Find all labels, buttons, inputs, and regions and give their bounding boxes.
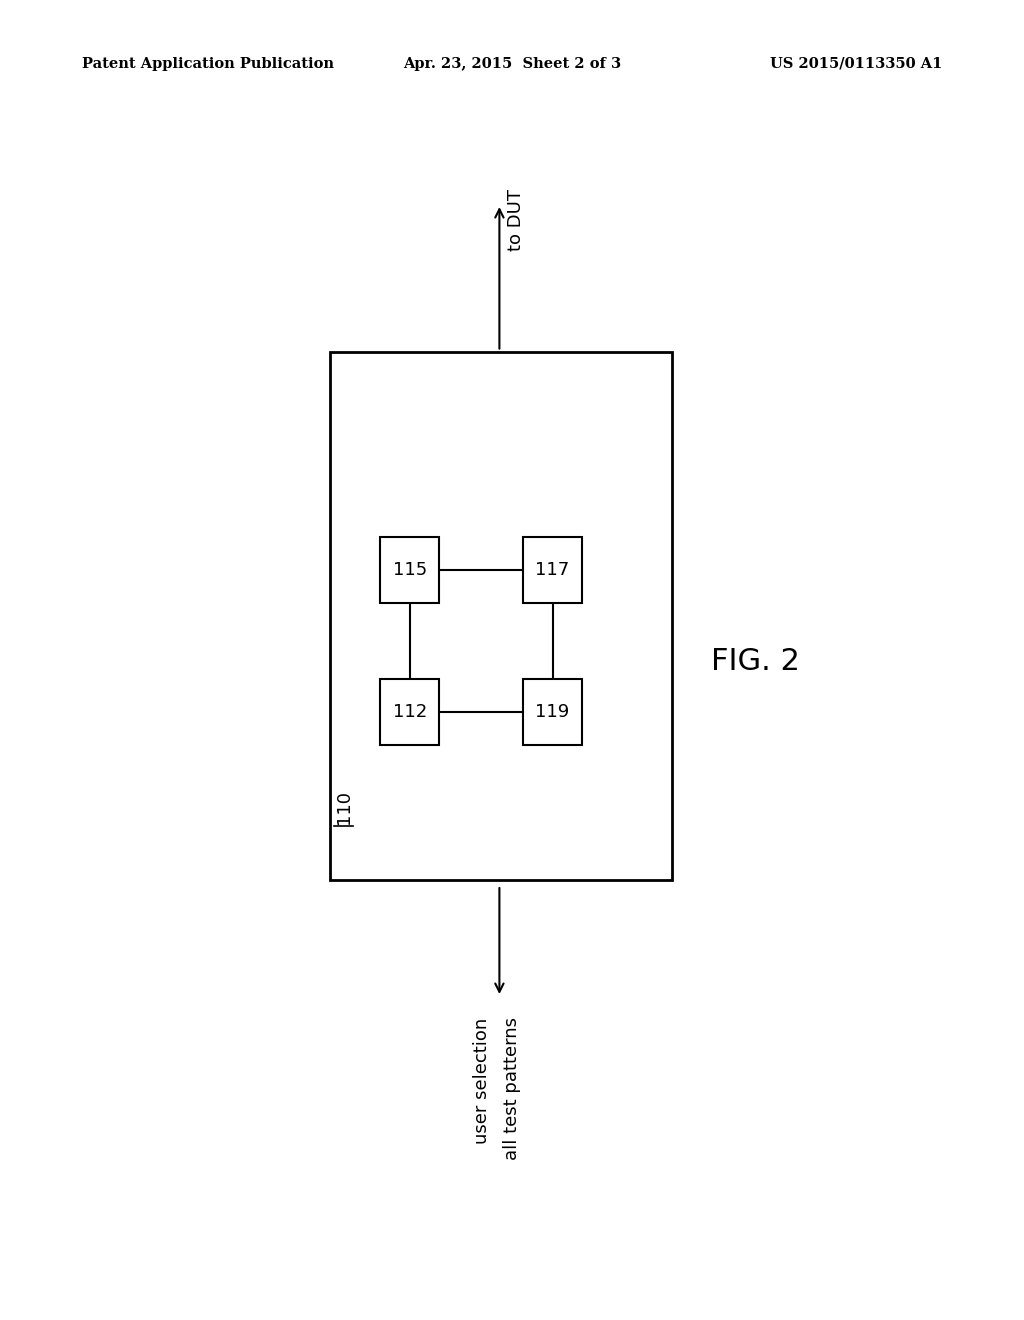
Text: 112: 112 <box>392 704 427 721</box>
Bar <box>523 680 583 746</box>
Bar <box>380 680 439 746</box>
Text: all test patterns: all test patterns <box>504 1018 521 1160</box>
Text: US 2015/0113350 A1: US 2015/0113350 A1 <box>770 57 942 71</box>
Text: to DUT: to DUT <box>507 189 525 251</box>
Text: 117: 117 <box>536 561 569 579</box>
Text: user selection: user selection <box>473 1018 490 1143</box>
Bar <box>380 537 439 603</box>
Text: Patent Application Publication: Patent Application Publication <box>82 57 334 71</box>
Text: 115: 115 <box>392 561 427 579</box>
Text: 119: 119 <box>536 704 569 721</box>
Text: 110: 110 <box>335 791 353 824</box>
Text: Apr. 23, 2015  Sheet 2 of 3: Apr. 23, 2015 Sheet 2 of 3 <box>402 57 622 71</box>
Text: FIG. 2: FIG. 2 <box>711 647 800 676</box>
Bar <box>331 351 672 880</box>
Bar <box>523 537 583 603</box>
